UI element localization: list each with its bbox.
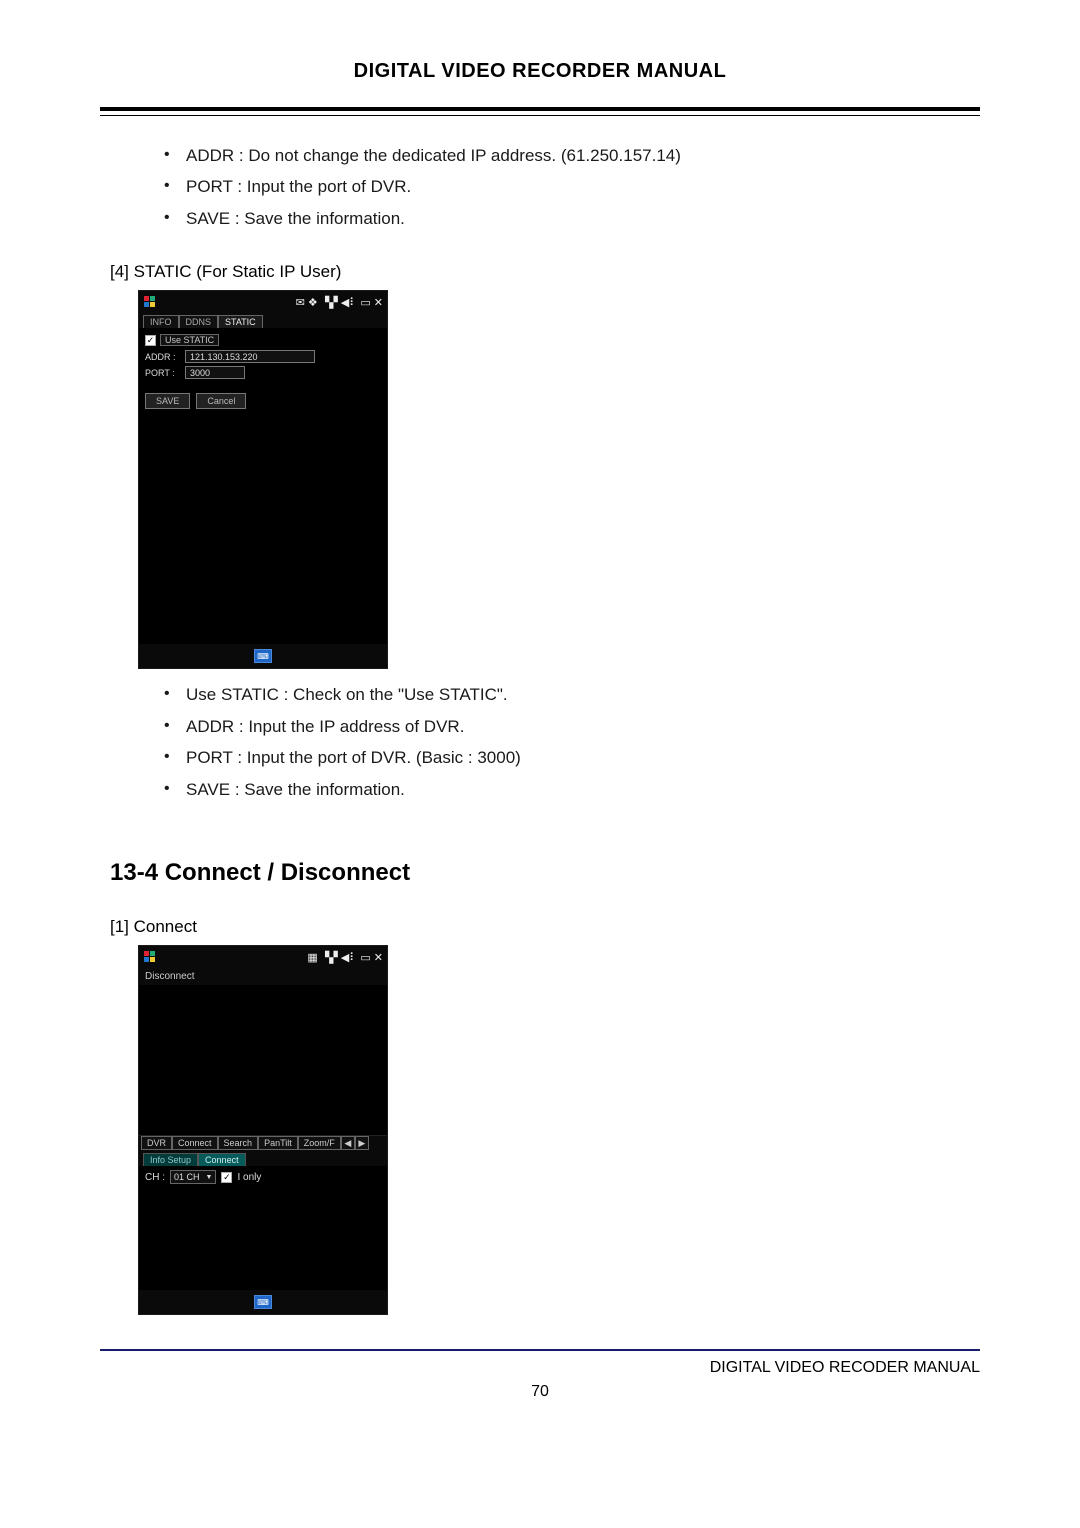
bullet-item: PORT : Input the port of DVR. (Basic : 3… — [164, 742, 970, 773]
pda-tab-row: INFO DDNS STATIC — [139, 313, 387, 328]
ionly-checkbox[interactable]: ✓ — [221, 1172, 232, 1183]
keyboard-icon[interactable]: ⌨ — [254, 1295, 272, 1309]
keyboard-icon[interactable]: ⌨ — [254, 649, 272, 663]
video-area — [139, 985, 387, 1135]
save-button[interactable]: SAVE — [145, 393, 190, 409]
tab-scroll-right[interactable]: ▶ — [355, 1136, 369, 1150]
connect-section-label: [1] Connect — [110, 917, 970, 937]
pda2-empty-area — [139, 1188, 387, 1290]
ionly-label: I only — [237, 1172, 261, 1183]
bullet-item: PORT : Input the port of DVR. — [164, 171, 970, 202]
footer-text-row: DIGITAL VIDEO RECODER MANUAL — [0, 1351, 1080, 1377]
static-section-label: [4] STATIC (For Static IP User) — [110, 262, 970, 282]
port-label: PORT : — [145, 368, 179, 378]
pda-connect-screenshot: ▦ ▝▞ ◀⠇ ▭ ✕ Disconnect DVR Connect Searc… — [138, 945, 388, 1315]
bullet-item: SAVE : Save the information. — [164, 774, 970, 805]
channel-row: CH : 01 CH ▼ ✓ I only — [139, 1166, 387, 1188]
tray-icons: ▦ ▝▞ ◀⠇ ▭ ✕ — [307, 951, 383, 964]
addr-row: ADDR : 121.130.153.220 — [145, 350, 381, 363]
cancel-button[interactable]: Cancel — [196, 393, 246, 409]
bullet-item: ADDR : Input the IP address of DVR. — [164, 711, 970, 742]
subtab-info-setup[interactable]: Info Setup — [143, 1153, 198, 1166]
pda2-titlebar: ▦ ▝▞ ◀⠇ ▭ ✕ — [139, 946, 387, 968]
connect-heading: 13-4 Connect / Disconnect — [110, 859, 970, 887]
bullet-item: ADDR : Do not change the dedicated IP ad… — [164, 140, 970, 171]
tab-connect[interactable]: Connect — [172, 1136, 218, 1150]
bullet-item: Use STATIC : Check on the "Use STATIC". — [164, 679, 970, 710]
use-static-checkbox[interactable]: ✓ — [145, 335, 156, 346]
start-menu-icon[interactable] — [143, 950, 157, 964]
subtab-connect[interactable]: Connect — [198, 1153, 246, 1166]
tab-static[interactable]: STATIC — [218, 315, 263, 328]
tab-search[interactable]: Search — [218, 1136, 259, 1150]
port-input[interactable]: 3000 — [185, 366, 245, 379]
port-row: PORT : 3000 — [145, 366, 381, 379]
pda-body: ✓ Use STATIC ADDR : 121.130.153.220 PORT… — [139, 328, 387, 458]
system-tray: ▦ ▝▞ ◀⠇ ▭ ✕ — [307, 951, 383, 964]
static-bullet-list: Use STATIC : Check on the "Use STATIC". … — [110, 679, 970, 805]
button-row: SAVE Cancel — [145, 393, 381, 409]
pda-empty-area — [139, 458, 387, 644]
pda-bottom-bar: ⌨ — [139, 644, 387, 668]
tab-pantilt[interactable]: PanTilt — [258, 1136, 298, 1150]
ch-select[interactable]: 01 CH ▼ — [170, 1170, 216, 1184]
addr-label: ADDR : — [145, 352, 179, 362]
tab-info[interactable]: INFO — [143, 315, 179, 328]
footer-title: DIGITAL VIDEO RECODER MANUAL — [710, 1359, 980, 1377]
header-rule-heavy — [100, 107, 980, 111]
tab-ddns[interactable]: DDNS — [179, 315, 219, 328]
sub-tab-row: Info Setup Connect — [139, 1150, 387, 1166]
tray-icons: ✉ ❖ ▝▞ ◀⠇ ▭ ✕ — [296, 296, 383, 309]
use-static-label: Use STATIC — [160, 334, 219, 346]
tab-zoom[interactable]: Zoom/F — [298, 1136, 341, 1150]
bullet-item: SAVE : Save the information. — [164, 203, 970, 234]
tab-scroll-left[interactable]: ◀ — [341, 1136, 355, 1150]
system-tray: ✉ ❖ ▝▞ ◀⠇ ▭ ✕ — [296, 296, 383, 309]
tab-dvr[interactable]: DVR — [141, 1136, 172, 1150]
disconnect-label[interactable]: Disconnect — [139, 968, 387, 985]
page-number: 70 — [0, 1383, 1080, 1401]
use-static-row: ✓ Use STATIC — [145, 334, 381, 346]
page-header-title: DIGITAL VIDEO RECORDER MANUAL — [0, 60, 1080, 107]
ch-label: CH : — [145, 1172, 165, 1183]
pda-titlebar: ✉ ❖ ▝▞ ◀⠇ ▭ ✕ — [139, 291, 387, 313]
chevron-down-icon: ▼ — [206, 1174, 213, 1181]
addr-input[interactable]: 121.130.153.220 — [185, 350, 315, 363]
top-bullet-list: ADDR : Do not change the dedicated IP ad… — [110, 140, 970, 234]
ch-value: 01 CH — [174, 1172, 200, 1182]
pda2-tab-row: DVR Connect Search PanTilt Zoom/F ◀ ▶ — [139, 1135, 387, 1150]
pda2-bottom-bar: ⌨ — [139, 1290, 387, 1314]
pda-static-screenshot: ✉ ❖ ▝▞ ◀⠇ ▭ ✕ INFO DDNS STATIC ✓ Use STA… — [138, 290, 388, 669]
start-menu-icon[interactable] — [143, 295, 157, 309]
